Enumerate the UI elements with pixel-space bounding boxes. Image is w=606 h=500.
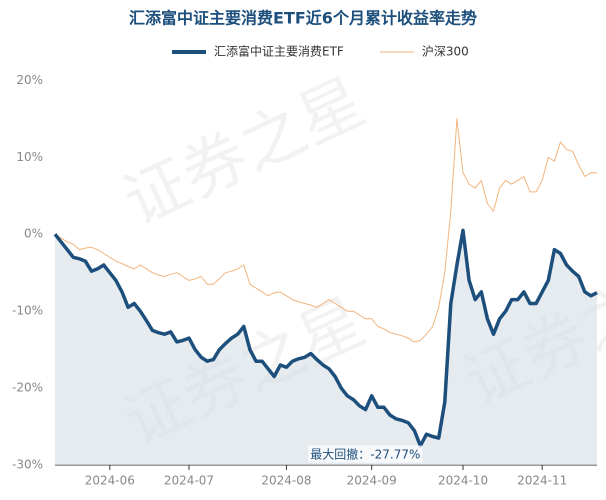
legend-label: 沪深300	[422, 45, 469, 59]
x-tick-label: 2024-06	[85, 474, 135, 488]
y-tick-label: -20%	[12, 381, 43, 395]
y-tick-label: -30%	[12, 458, 43, 472]
annotation-background	[308, 445, 423, 463]
y-tick-label: 20%	[16, 73, 43, 87]
annotation: 最大回撤：-27.77%	[310, 447, 420, 462]
legend-label: 汇添富中证主要消费ETF	[214, 44, 344, 59]
y-tick-label: 10%	[16, 150, 43, 164]
y-tick-label: -10%	[12, 304, 43, 318]
x-tick-label: 2024-11	[517, 474, 567, 488]
line	[53, 228, 598, 448]
area	[55, 230, 597, 465]
x-tick-label: 2024-07	[164, 474, 214, 488]
x-tick-label: 2024-08	[261, 474, 311, 488]
line	[54, 118, 597, 343]
watermark: 证券之星	[113, 65, 376, 240]
chart-title: 汇添富中证主要消费ETF近6个月累计收益率走势	[129, 9, 477, 28]
x-tick-label: 2024-09	[347, 474, 397, 488]
y-tick-label: 0%	[24, 227, 43, 241]
x-tick-label: 2024-10	[438, 474, 488, 488]
